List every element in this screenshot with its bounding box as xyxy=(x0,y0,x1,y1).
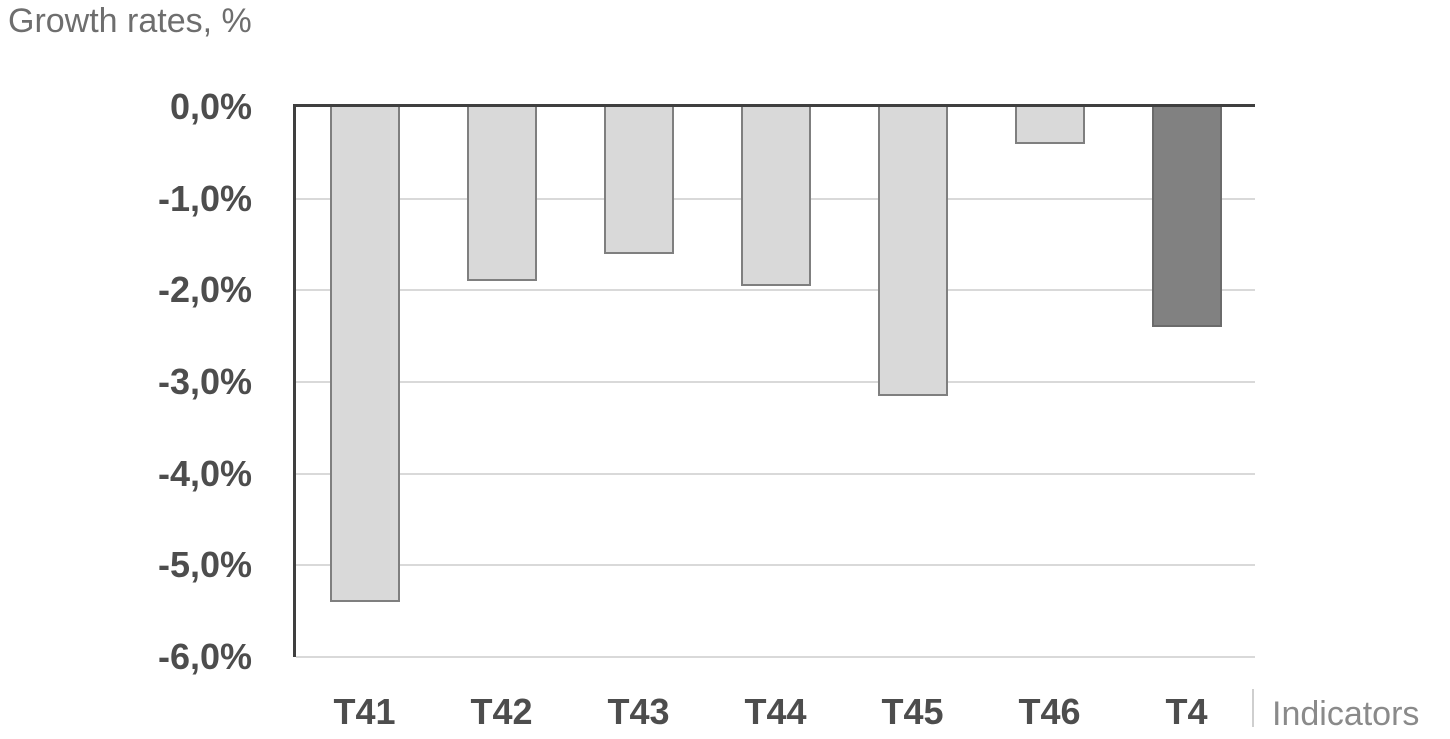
bar-T42 xyxy=(466,107,537,282)
x-category-label-T46: T46 xyxy=(1018,691,1081,732)
y-tick-label-4: -4,0% xyxy=(157,452,252,494)
y-tick-label-0: 0,0% xyxy=(169,86,252,127)
y-tick-label-5: -5,0% xyxy=(157,544,252,586)
y-tick-label-6: -6,0% xyxy=(157,636,252,677)
chart-title: Growth rates, % xyxy=(8,2,252,40)
gridline xyxy=(296,381,1255,383)
x-category-label-T42: T42 xyxy=(470,691,533,732)
gridline xyxy=(296,656,1255,658)
bar-T4 xyxy=(1151,107,1222,327)
x-axis-title: Indicators xyxy=(1272,695,1420,733)
bar-T45 xyxy=(877,107,948,396)
x-category-label-T45: T45 xyxy=(881,691,944,732)
gridline xyxy=(296,564,1255,567)
bar-T41 xyxy=(329,107,400,602)
gridline xyxy=(296,472,1255,475)
x-category-label-T4: T4 xyxy=(1165,691,1208,732)
x-axis-end-tick xyxy=(1252,689,1254,727)
x-category-label-T44: T44 xyxy=(744,691,807,732)
x-category-label-T41: T41 xyxy=(333,691,396,732)
plot-area xyxy=(293,104,1255,658)
y-tick-label-3: -3,0% xyxy=(157,361,252,402)
bar-T46 xyxy=(1014,107,1085,144)
y-tick-label-2: -2,0% xyxy=(157,269,252,311)
x-category-label-T43: T43 xyxy=(607,691,670,732)
bar-T44 xyxy=(740,107,811,286)
y-tick-label-1: -1,0% xyxy=(157,177,252,219)
bar-T43 xyxy=(603,107,674,254)
gridline xyxy=(296,289,1255,292)
